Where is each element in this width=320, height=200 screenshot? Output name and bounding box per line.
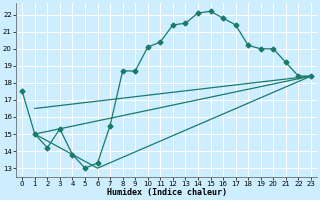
X-axis label: Humidex (Indice chaleur): Humidex (Indice chaleur) [107,188,227,197]
